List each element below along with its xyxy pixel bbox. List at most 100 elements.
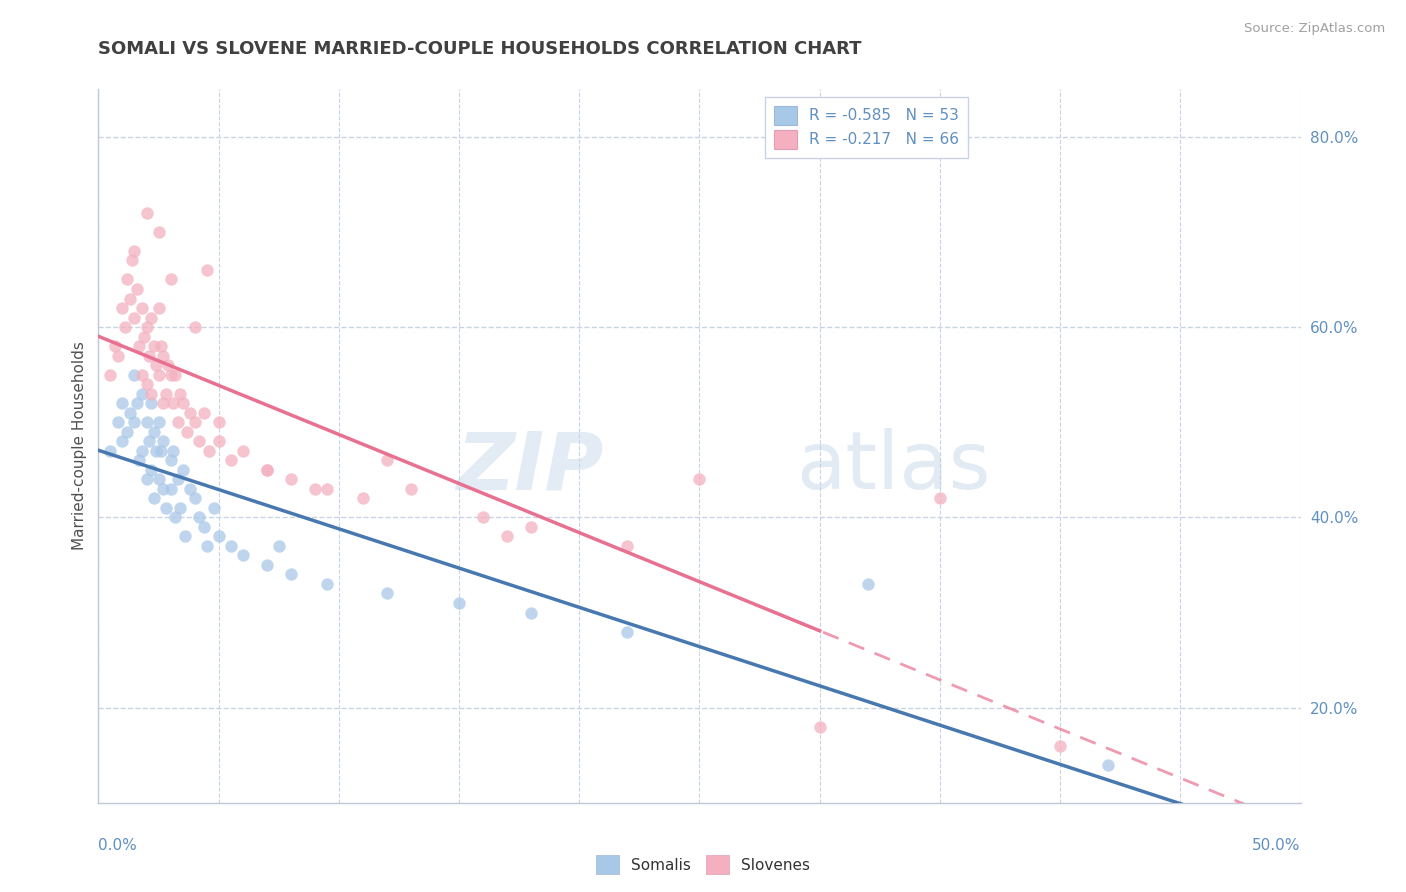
Point — [256, 463, 278, 477]
Point — [131, 368, 153, 382]
Point — [145, 443, 167, 458]
Point — [232, 549, 254, 563]
Point — [183, 415, 205, 429]
Point — [135, 320, 157, 334]
Point — [124, 310, 146, 325]
Y-axis label: Married-couple Households: Married-couple Households — [72, 342, 87, 550]
Point — [256, 558, 278, 572]
Point — [125, 396, 148, 410]
Point — [375, 586, 398, 600]
Point — [188, 510, 211, 524]
Point — [100, 368, 122, 382]
Point — [193, 520, 215, 534]
Point — [688, 472, 710, 486]
Point — [165, 510, 187, 524]
Point — [155, 386, 177, 401]
Point — [148, 368, 170, 382]
Point — [148, 472, 170, 486]
Legend: R = -0.585   N = 53, R = -0.217   N = 66: R = -0.585 N = 53, R = -0.217 N = 66 — [765, 97, 969, 158]
Point — [121, 253, 143, 268]
Point — [172, 463, 194, 477]
Point — [256, 463, 278, 477]
Point — [315, 577, 337, 591]
Text: SOMALI VS SLOVENE MARRIED-COUPLE HOUSEHOLDS CORRELATION CHART: SOMALI VS SLOVENE MARRIED-COUPLE HOUSEHO… — [98, 40, 862, 58]
Point — [159, 482, 181, 496]
Point — [135, 377, 157, 392]
Point — [142, 491, 165, 506]
Point — [195, 263, 218, 277]
Point — [928, 491, 950, 506]
Point — [131, 443, 153, 458]
Text: Source: ZipAtlas.com: Source: ZipAtlas.com — [1244, 22, 1385, 36]
Point — [142, 425, 165, 439]
Point — [193, 406, 215, 420]
Point — [179, 406, 201, 420]
Point — [159, 272, 181, 286]
Point — [208, 415, 231, 429]
Point — [616, 624, 638, 639]
Text: 0.0%: 0.0% — [98, 838, 138, 854]
Point — [104, 339, 127, 353]
Point — [472, 510, 495, 524]
Point — [152, 349, 174, 363]
Point — [808, 720, 831, 734]
Point — [280, 567, 302, 582]
Text: atlas: atlas — [796, 428, 990, 507]
Point — [125, 282, 148, 296]
Point — [145, 358, 167, 372]
Point — [118, 406, 141, 420]
Point — [315, 482, 337, 496]
Point — [232, 443, 254, 458]
Point — [117, 425, 139, 439]
Point — [188, 434, 211, 449]
Point — [135, 472, 157, 486]
Point — [148, 225, 170, 239]
Point — [111, 396, 134, 410]
Point — [114, 320, 136, 334]
Point — [172, 396, 194, 410]
Point — [111, 301, 134, 315]
Point — [520, 520, 543, 534]
Point — [166, 415, 188, 429]
Point — [107, 415, 129, 429]
Point — [152, 434, 174, 449]
Point — [399, 482, 422, 496]
Point — [304, 482, 326, 496]
Point — [157, 358, 180, 372]
Point — [141, 310, 163, 325]
Point — [135, 206, 157, 220]
Point — [198, 443, 221, 458]
Point — [208, 434, 231, 449]
Point — [128, 453, 150, 467]
Legend: Somalis, Slovenes: Somalis, Slovenes — [589, 849, 817, 880]
Point — [135, 415, 157, 429]
Point — [152, 396, 174, 410]
Point — [124, 368, 146, 382]
Point — [149, 339, 172, 353]
Point — [616, 539, 638, 553]
Point — [169, 500, 191, 515]
Point — [202, 500, 225, 515]
Point — [162, 396, 184, 410]
Point — [1097, 757, 1119, 772]
Point — [132, 329, 155, 343]
Point — [159, 368, 181, 382]
Point — [111, 434, 134, 449]
Point — [166, 472, 188, 486]
Point — [174, 529, 197, 543]
Point — [131, 386, 153, 401]
Point — [107, 349, 129, 363]
Point — [375, 453, 398, 467]
Point — [124, 244, 146, 258]
Point — [138, 434, 160, 449]
Point — [152, 482, 174, 496]
Point — [162, 443, 184, 458]
Point — [118, 292, 141, 306]
Point — [142, 339, 165, 353]
Point — [183, 491, 205, 506]
Point — [179, 482, 201, 496]
Point — [165, 368, 187, 382]
Point — [148, 301, 170, 315]
Point — [1049, 739, 1071, 753]
Point — [520, 606, 543, 620]
